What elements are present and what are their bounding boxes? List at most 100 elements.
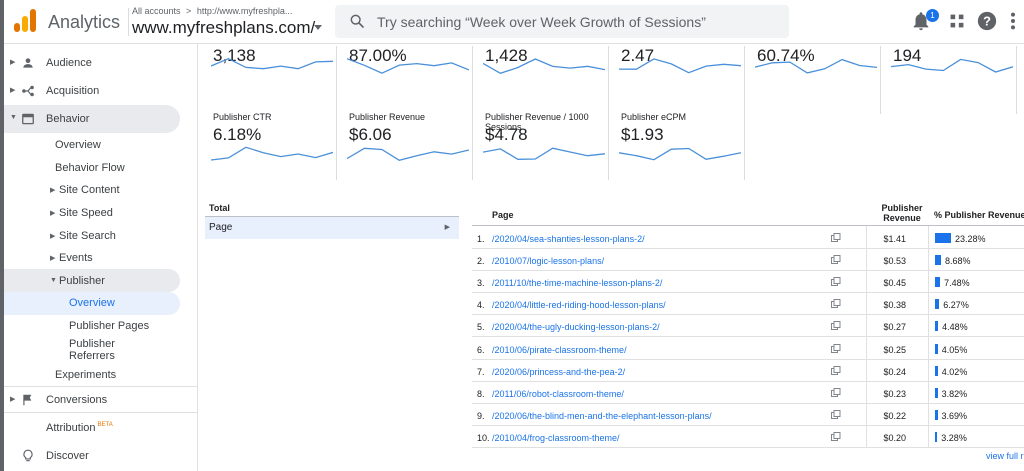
sparkline: [347, 58, 469, 74]
sparkline-path: [619, 147, 741, 161]
breadcrumb-property[interactable]: http://www.myfreshpla...: [196, 6, 293, 16]
sidebar-item-behavior-overview[interactable]: Overview: [55, 139, 101, 151]
total-table-row[interactable]: Page ▶: [205, 217, 459, 239]
open-in-new-icon[interactable]: [831, 299, 841, 309]
page-link[interactable]: /2010/07/logic-lesson-plans/: [492, 256, 605, 267]
sidebar-item-experiments[interactable]: Experiments: [55, 369, 117, 381]
app-title[interactable]: Analytics: [48, 12, 121, 32]
column-header-revenue[interactable]: Publisher Revenue: [880, 203, 924, 223]
search-input[interactable]: [377, 5, 777, 38]
revenue-value: $0.24: [883, 366, 906, 377]
metric-card[interactable]: Publisher eCPM $1.93: [613, 112, 745, 180]
page-link[interactable]: /2020/04/the-ugly-ducking-lesson-plans-2…: [492, 322, 660, 333]
breadcrumb-all-accounts[interactable]: All accounts: [132, 6, 181, 16]
bell-icon[interactable]: [910, 10, 932, 32]
table-row: 3. /2011/10/the-time-machine-lesson-plans…: [472, 271, 1024, 294]
chevron-right-icon: ▶: [50, 187, 56, 194]
sidebar-item-behavior[interactable]: ▼ Behavior: [4, 105, 184, 133]
help-icon[interactable]: ?: [976, 10, 998, 32]
row-number: 6.: [477, 344, 485, 355]
sidebar-item-site-speed[interactable]: ▶ Site Speed: [50, 207, 113, 219]
open-in-new-icon[interactable]: [831, 343, 841, 354]
sidebar-item-acquisition[interactable]: ▶ Acquisition: [4, 77, 184, 105]
chevron-right-icon: ▶: [10, 87, 16, 94]
row-number: 4.: [477, 300, 485, 311]
sidebar-item-events[interactable]: ▶ Events: [50, 252, 93, 264]
open-in-new-icon[interactable]: [831, 233, 841, 243]
metric-card[interactable]: Publisher Revenue $6.06: [341, 112, 473, 180]
open-in-new-icon[interactable]: [831, 409, 841, 420]
percent-value: 3.82%: [941, 388, 968, 399]
metric-card[interactable]: Publisher Revenue / 1000 Sessions $4.78: [477, 112, 609, 180]
sidebar-item-conversions[interactable]: ▶ Conversions: [4, 386, 184, 414]
account-breadcrumb[interactable]: All accounts > http://www.myfreshpla...: [132, 6, 295, 16]
open-in-new-icon[interactable]: [831, 321, 841, 331]
metric-card[interactable]: 2.47: [613, 46, 745, 114]
sidebar-item-site-search[interactable]: ▶ Site Search: [50, 230, 116, 242]
open-in-new-icon[interactable]: [831, 387, 841, 398]
sidebar-item-behavior-flow[interactable]: Behavior Flow: [55, 162, 125, 174]
sparkline: [619, 147, 741, 161]
account-selector[interactable]: www.myfreshplans.com/: [132, 18, 316, 37]
column-header-revenue-line1: Publisher: [881, 203, 923, 213]
page-link[interactable]: /2011/06/robot-classroom-theme/: [492, 388, 624, 399]
metric-card[interactable]: Publisher CTR 6.18%: [205, 112, 337, 180]
sidebar-item-discover[interactable]: Discover: [4, 442, 184, 470]
column-header-page[interactable]: Page: [492, 210, 514, 220]
more-vert-icon[interactable]: [1002, 10, 1024, 32]
sidebar-item-publisher-referrers[interactable]: Publisher Referrers: [69, 338, 115, 362]
page-link[interactable]: /2020/04/little-red-riding-hood-lesson-p…: [492, 300, 666, 311]
sparkline: [347, 147, 469, 162]
sparkline: [619, 58, 741, 74]
metric-card[interactable]: 87.00%: [341, 46, 473, 114]
sidebar-divider: [4, 412, 197, 413]
sparkline: [483, 147, 605, 160]
sidebar-item-site-content[interactable]: ▶ Site Content: [50, 184, 120, 196]
metric-card[interactable]: 1,428: [477, 46, 609, 114]
apps-grid-icon[interactable]: [946, 10, 968, 32]
open-in-new-icon[interactable]: [831, 365, 841, 376]
page-link[interactable]: /2020/06/princess-and-the-pea-2/: [492, 366, 626, 377]
open-in-new-icon[interactable]: [831, 255, 841, 265]
percent-value: 4.02%: [941, 366, 968, 377]
svg-text:?: ?: [983, 14, 991, 29]
revenue-value: $0.23: [883, 388, 906, 399]
metric-card[interactable]: 60.74%: [749, 46, 881, 114]
percent-value: 3.69%: [941, 410, 968, 421]
revenue-value: $0.27: [883, 322, 906, 333]
publisher-highlight: [4, 269, 180, 292]
column-header-pct-revenue[interactable]: % Publisher Revenue: [934, 210, 1024, 220]
row-number: 5.: [477, 322, 485, 333]
metric-card[interactable]: 3,138: [205, 46, 337, 114]
acquisition-icon: [22, 85, 34, 97]
sidebar-item-label: Site Speed: [59, 207, 113, 219]
sidebar-border: [197, 44, 198, 471]
open-in-new-icon[interactable]: [831, 277, 841, 287]
page-link[interactable]: /2020/06/the-blind-men-and-the-elephant-…: [492, 410, 712, 421]
metric-card[interactable]: 194: [885, 46, 1017, 114]
sidebar-item-label: Publisher: [59, 275, 105, 287]
page-link[interactable]: /2010/06/pirate-classroom-theme/: [492, 344, 627, 355]
sidebar-item-publisher-pages[interactable]: Publisher Pages: [69, 320, 150, 332]
sparkline: [211, 57, 333, 70]
sparkline-path: [891, 58, 1013, 73]
percent-bar: [935, 387, 938, 398]
person-icon: [23, 58, 33, 68]
sidebar-item-attribution[interactable]: Attribution BETA: [4, 414, 184, 442]
percent-bar: [935, 233, 951, 243]
sidebar-item-label: Attribution BETA: [46, 422, 113, 434]
sidebar-item-publisher[interactable]: ▼ Publisher: [50, 275, 105, 287]
open-in-new-icon[interactable]: [831, 431, 841, 442]
search-bar[interactable]: [335, 5, 789, 38]
page-link[interactable]: /2020/04/sea-shanties-lesson-plans-2/: [492, 234, 645, 244]
page-link[interactable]: /2011/10/the-time-machine-lesson-plans-2…: [492, 278, 663, 289]
page-link[interactable]: /2010/04/frog-classroom-theme/: [492, 432, 620, 443]
sidebar-item-publisher-overview[interactable]: Overview: [69, 297, 115, 309]
sidebar-item-audience[interactable]: ▶ Audience: [4, 49, 184, 77]
chevron-down-icon[interactable]: [314, 25, 322, 30]
table-header-divider: [472, 225, 1024, 226]
chevron-down-icon: ▼: [50, 277, 57, 284]
analytics-logo-icon[interactable]: [14, 9, 38, 33]
percent-value: 4.05%: [941, 344, 968, 355]
view-full-report-link[interactable]: view full r: [986, 451, 1024, 461]
